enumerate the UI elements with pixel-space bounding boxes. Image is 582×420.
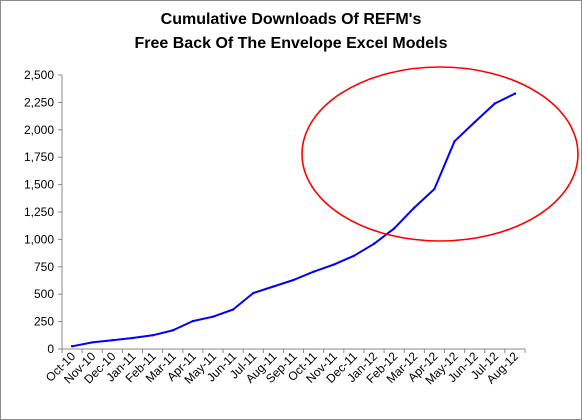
y-tick-label: 1,500 bbox=[24, 178, 54, 192]
y-tick-label: 1,750 bbox=[24, 150, 54, 164]
chart-title-line-1: Cumulative Downloads Of REFM's bbox=[160, 11, 422, 28]
data-point bbox=[90, 341, 94, 344]
data-point bbox=[392, 227, 396, 230]
chart-title: Cumulative Downloads Of REFM's Free Back… bbox=[0, 8, 582, 56]
data-point bbox=[473, 120, 476, 124]
data-point bbox=[332, 263, 335, 266]
data-point bbox=[453, 140, 456, 143]
data-point bbox=[372, 242, 376, 245]
data-point bbox=[111, 339, 114, 342]
y-tick-label: 0 bbox=[47, 342, 54, 356]
data-point bbox=[312, 270, 315, 273]
data-point bbox=[272, 285, 275, 288]
data-point bbox=[191, 319, 195, 323]
y-tick-label: 2,000 bbox=[24, 123, 54, 137]
y-tick-label: 1,250 bbox=[24, 205, 54, 219]
data-point bbox=[433, 187, 436, 191]
y-tick-label: 2,250 bbox=[24, 95, 54, 109]
data-point bbox=[292, 278, 295, 282]
y-tick-label: 250 bbox=[34, 315, 54, 329]
data-point bbox=[513, 92, 517, 95]
chart-title-line-2: Free Back Of The Envelope Excel Models bbox=[134, 35, 448, 52]
data-point bbox=[352, 254, 356, 258]
data-point bbox=[131, 336, 134, 340]
y-tick-label: 2,500 bbox=[24, 68, 54, 82]
y-tick-label: 500 bbox=[34, 287, 54, 301]
data-point bbox=[211, 315, 215, 318]
data-point bbox=[493, 102, 497, 105]
data-point bbox=[171, 329, 174, 332]
y-tick-label: 750 bbox=[34, 260, 54, 274]
data-point bbox=[231, 308, 235, 311]
annotation-ellipse bbox=[301, 66, 579, 242]
data-point bbox=[413, 206, 416, 209]
data-point bbox=[70, 345, 74, 348]
series-line bbox=[71, 92, 516, 348]
data-point bbox=[151, 334, 154, 337]
data-point bbox=[252, 291, 255, 295]
y-tick-label: 1,000 bbox=[24, 232, 54, 246]
